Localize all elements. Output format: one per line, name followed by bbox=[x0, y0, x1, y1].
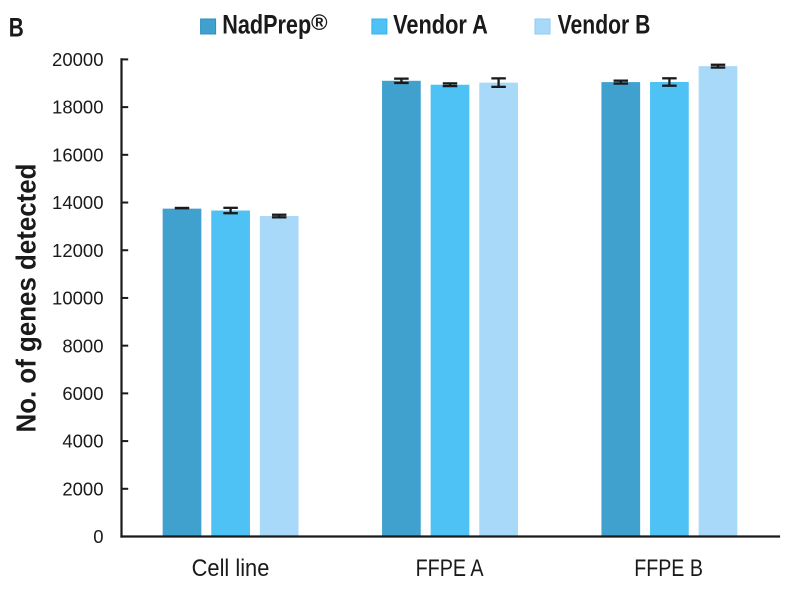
svg-text:Vendor A: Vendor A bbox=[393, 9, 488, 39]
svg-text:18000: 18000 bbox=[52, 97, 103, 118]
svg-text:B: B bbox=[9, 12, 24, 42]
svg-text:0: 0 bbox=[93, 526, 103, 547]
svg-text:6000: 6000 bbox=[62, 383, 103, 404]
svg-text:12000: 12000 bbox=[52, 240, 103, 261]
svg-text:FFPE A: FFPE A bbox=[416, 555, 484, 582]
svg-text:Cell line: Cell line bbox=[192, 555, 270, 582]
svg-text:FFPE B: FFPE B bbox=[634, 555, 703, 582]
svg-text:No. of genes detected: No. of genes detected bbox=[11, 164, 42, 433]
svg-text:8000: 8000 bbox=[62, 335, 103, 356]
svg-text:Vendor B: Vendor B bbox=[558, 9, 651, 39]
svg-text:16000: 16000 bbox=[52, 144, 103, 165]
svg-text:14000: 14000 bbox=[52, 192, 103, 213]
svg-text:2000: 2000 bbox=[62, 478, 103, 499]
svg-text:10000: 10000 bbox=[52, 288, 103, 309]
svg-text:20000: 20000 bbox=[52, 49, 103, 70]
svg-text:4000: 4000 bbox=[62, 431, 103, 452]
svg-text:®: ® bbox=[311, 10, 328, 35]
svg-text:NadPrep: NadPrep bbox=[222, 10, 311, 40]
